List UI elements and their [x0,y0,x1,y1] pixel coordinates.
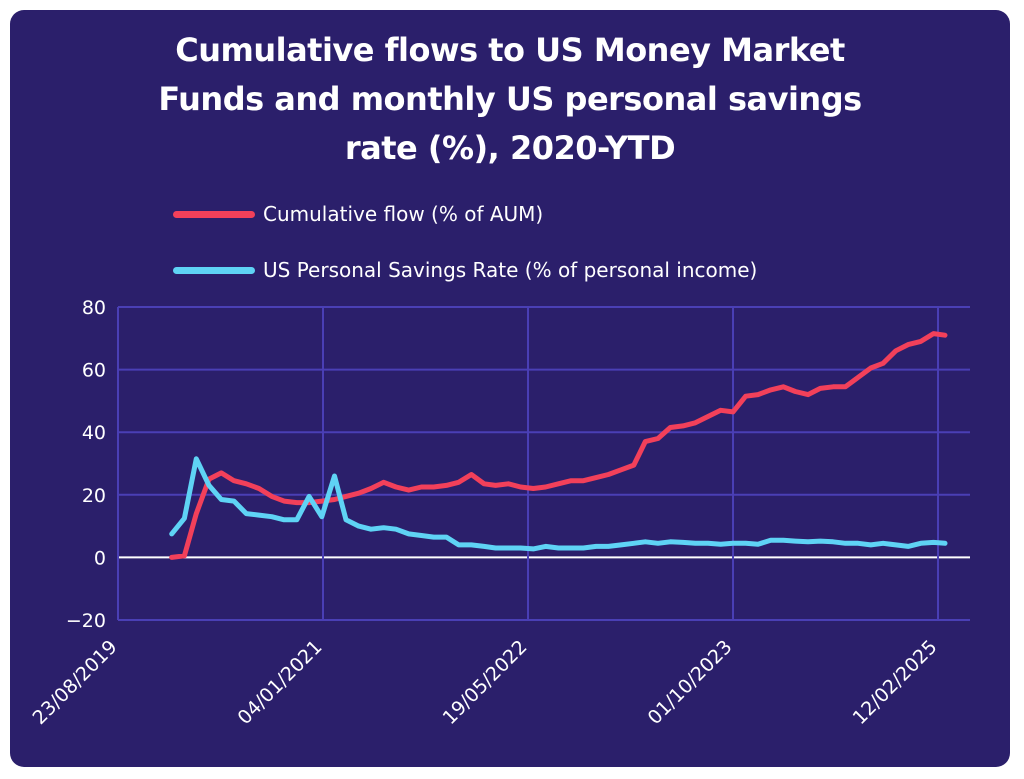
legend-item-savings-rate: US Personal Savings Rate (% of personal … [173,255,757,285]
legend-label: US Personal Savings Rate (% of personal … [263,258,758,282]
y-tick-label: −20 [66,610,106,632]
chart-title-line: Funds and monthly US personal savings [158,80,862,118]
x-tick-label: 01/10/2023 [644,636,737,729]
chart-title-line: rate (%), 2020-YTD [344,129,676,167]
y-tick-label: 40 [82,422,106,444]
x-tick-label: 04/01/2021 [234,636,327,729]
line-chart: −20 0 20 40 60 80 23/08/2019 04/01/2021 19/05/20… [29,297,970,729]
chart-title: Cumulative flows to US Money Market Fund… [10,26,1010,173]
x-tick-label: 19/05/2022 [439,636,532,729]
legend-swatch [173,210,255,218]
y-tick-label: 20 [82,485,106,507]
legend-swatch [173,266,255,274]
legend-item-cumulative-flow: Cumulative flow (% of AUM) [173,199,543,229]
chart-title-line: Cumulative flows to US Money Market [175,31,845,69]
x-tick-label: 23/08/2019 [29,636,122,729]
series-line-0 [169,331,948,560]
x-tick-label: 12/02/2025 [849,636,942,729]
y-tick-label: 60 [82,360,106,382]
chart-card: Cumulative flows to US Money Market Fund… [10,10,1010,767]
y-tick-label: 0 [94,547,106,569]
legend-label: Cumulative flow (% of AUM) [263,202,544,226]
y-tick-label: 80 [82,297,106,319]
series-line-1 [169,456,948,552]
